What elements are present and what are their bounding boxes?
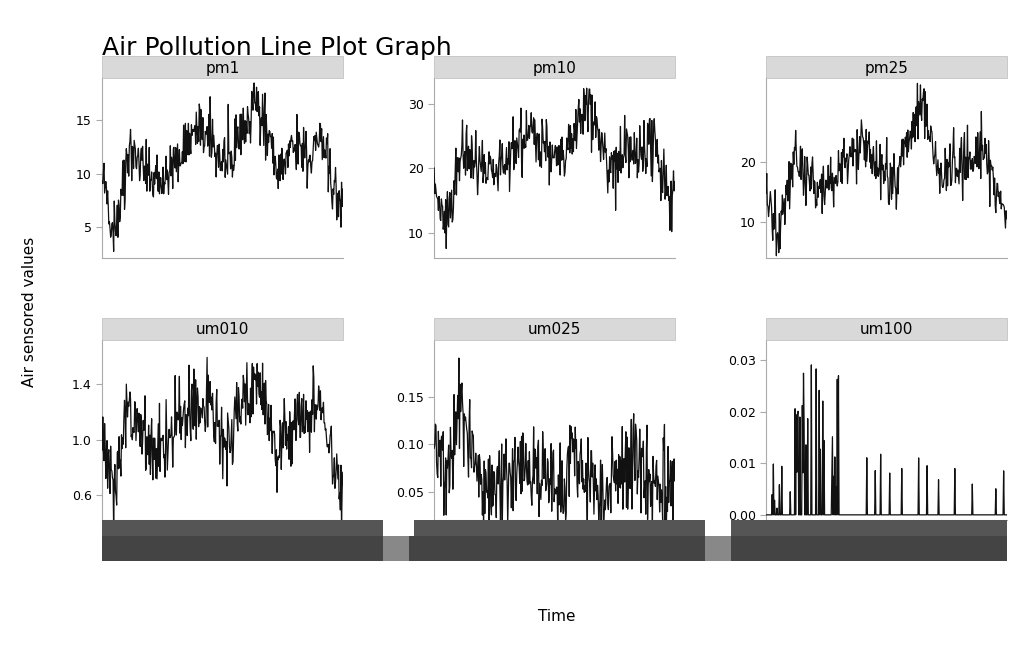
FancyBboxPatch shape bbox=[766, 318, 1007, 339]
Text: um025: um025 bbox=[527, 322, 582, 337]
Text: pm1: pm1 bbox=[205, 60, 239, 75]
FancyBboxPatch shape bbox=[102, 57, 342, 78]
Text: um100: um100 bbox=[860, 322, 913, 337]
Text: Time: Time bbox=[539, 609, 575, 624]
Text: Air sensored values: Air sensored values bbox=[22, 237, 38, 387]
Text: pm25: pm25 bbox=[865, 60, 909, 75]
FancyBboxPatch shape bbox=[766, 57, 1007, 78]
Text: um010: um010 bbox=[196, 322, 249, 337]
FancyBboxPatch shape bbox=[102, 318, 342, 339]
FancyBboxPatch shape bbox=[434, 57, 675, 78]
FancyBboxPatch shape bbox=[434, 318, 675, 339]
Text: Air Pollution Line Plot Graph: Air Pollution Line Plot Graph bbox=[102, 36, 452, 60]
Text: pm10: pm10 bbox=[532, 60, 576, 75]
